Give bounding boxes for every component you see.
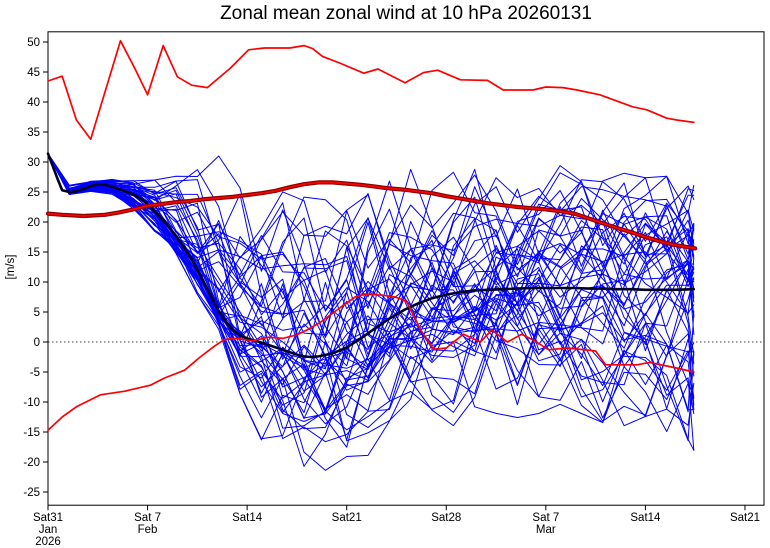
y-tick-label: 45 xyxy=(27,67,40,79)
chart-title: Zonal mean zonal wind at 10 hPa 20260131 xyxy=(220,3,592,24)
y-tick-label: -10 xyxy=(23,397,40,409)
y-axis-label: [m/s] xyxy=(5,255,17,280)
y-tick-label: 25 xyxy=(27,187,40,199)
y-tick-label: 20 xyxy=(27,217,40,229)
y-tick-label: 30 xyxy=(27,157,40,169)
y-tick-label: -25 xyxy=(23,487,40,499)
y-tick-label: 50 xyxy=(27,37,40,49)
ensemble-member-lines xyxy=(47,153,695,471)
x-tick-label: Sat14 xyxy=(630,512,661,524)
x-tick-label: Sat21 xyxy=(730,512,760,524)
climatology-envelope-lines xyxy=(47,39,695,432)
climatological-mean-line xyxy=(45,180,698,251)
x-tick-label: 2026 xyxy=(35,536,61,548)
y-tick-label: -20 xyxy=(23,457,40,469)
y-tick-label: 15 xyxy=(27,247,40,259)
x-tick-label: Sat28 xyxy=(431,512,461,524)
ensemble-mean-line xyxy=(46,152,696,359)
y-tick-label: -5 xyxy=(30,367,40,379)
x-tick-label: Feb xyxy=(138,524,158,536)
y-tick-label: 10 xyxy=(27,277,40,289)
x-tick-label: Sat31 xyxy=(33,512,63,524)
x-tick-label: Mar xyxy=(536,524,556,536)
x-tick-label: Sat 7 xyxy=(134,512,161,524)
y-tick-label: 40 xyxy=(27,97,40,109)
x-tick-label: Sat14 xyxy=(232,512,263,524)
y-tick-label: 5 xyxy=(34,307,40,319)
y-tick-label: 0 xyxy=(34,337,40,349)
x-tick-label: Sat21 xyxy=(332,512,362,524)
y-tick-label: -15 xyxy=(23,427,40,439)
x-tick-label: Jan xyxy=(39,524,58,536)
y-tick-label: 35 xyxy=(27,127,40,139)
x-tick-label: Sat 7 xyxy=(532,512,559,524)
